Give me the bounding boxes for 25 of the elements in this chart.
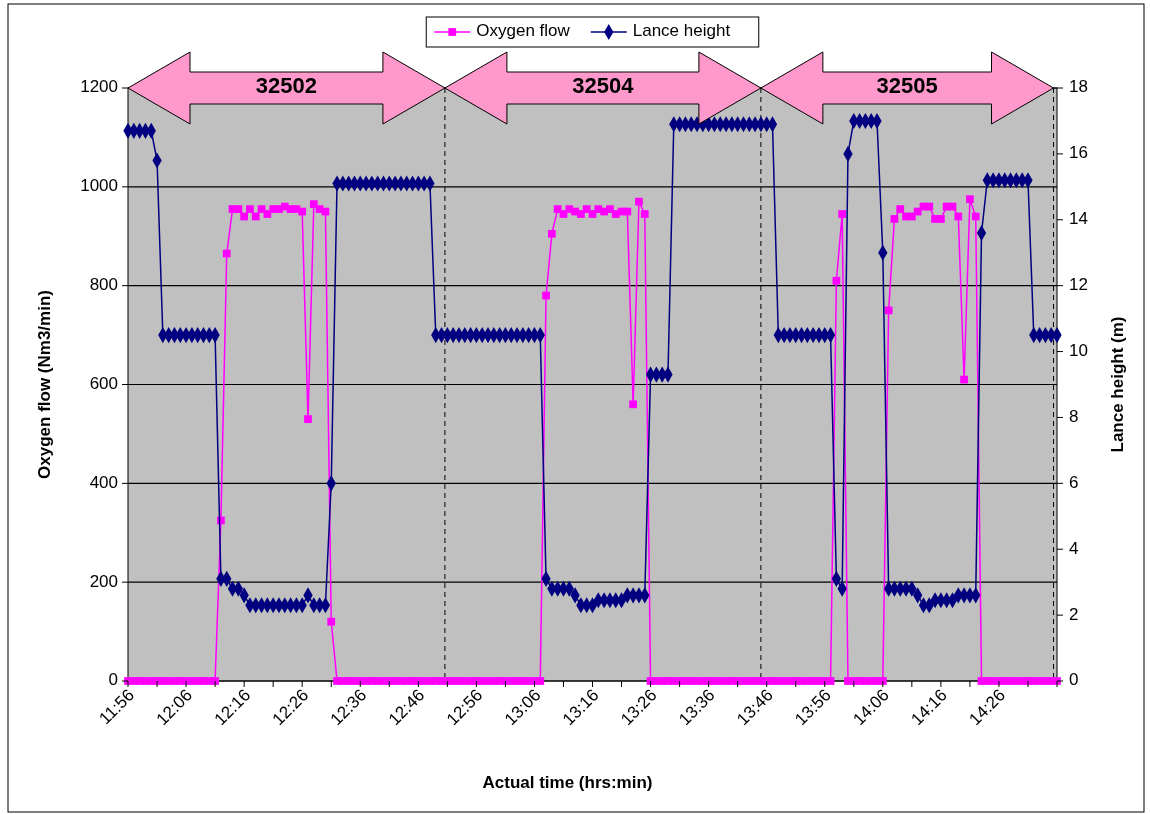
y2-tick-label: 8 [1069, 406, 1079, 426]
y2-tick-label: 4 [1069, 538, 1079, 558]
x-axis-title: Actual time (hrs:min) [482, 773, 653, 792]
y-tick-label: 0 [108, 670, 118, 690]
annotation: 32504 [572, 72, 635, 98]
y2-axis-title: Lance height (m) [1108, 316, 1127, 453]
y-tick-label: 1200 [80, 77, 118, 97]
legend-label: Oxygen flow [476, 21, 571, 41]
y-tick-label: 800 [89, 275, 118, 295]
y-tick-label: 1000 [80, 176, 118, 196]
y2-tick-label: 10 [1069, 341, 1088, 361]
y-tick-label: 400 [89, 472, 118, 492]
annotation: 32502 [255, 72, 318, 98]
y2-tick-label: 16 [1069, 143, 1088, 163]
legend-label: Lance height [632, 21, 731, 41]
y-axis-title: Oxygen flow (Nm3/min) [35, 290, 54, 479]
y2-tick-label: 0 [1069, 670, 1079, 690]
y-tick-label: 200 [89, 571, 118, 591]
annotation: 32505 [876, 72, 938, 98]
y2-tick-label: 2 [1069, 604, 1079, 624]
y2-tick-label: 6 [1069, 472, 1079, 492]
y2-tick-label: 12 [1069, 275, 1088, 295]
y2-tick-label: 14 [1069, 209, 1088, 229]
y2-tick-label: 18 [1069, 77, 1088, 97]
y-tick-label: 600 [89, 373, 118, 393]
